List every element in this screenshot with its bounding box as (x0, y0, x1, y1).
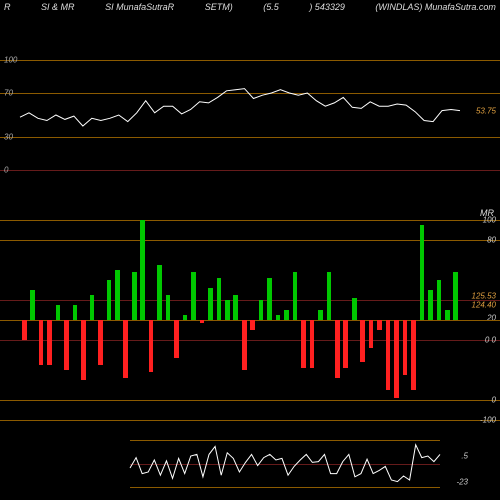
mr-bar (132, 272, 137, 320)
oscillator-panel: .5-23 (0, 440, 500, 488)
rsi-line (0, 60, 500, 170)
mr-bar (420, 225, 425, 320)
mr-bar (276, 315, 281, 320)
gridline (0, 420, 500, 421)
mr-bar (64, 320, 69, 370)
mr-bar (73, 305, 78, 320)
mr-bar (81, 320, 86, 380)
mr-bar (90, 295, 95, 320)
mr-bar (310, 320, 315, 368)
mr-bar (157, 265, 162, 320)
y-axis-label: 100 (483, 216, 496, 225)
mr-bar (123, 320, 128, 378)
mr-bar (149, 320, 154, 372)
mr-bar (259, 300, 264, 320)
mr-bar (335, 320, 340, 378)
hdr-6: ) 543329 (309, 2, 345, 12)
overlay-value-label: 124.40 (472, 301, 496, 310)
mr-bar (174, 320, 179, 358)
mr-bar (183, 315, 188, 320)
mr-bar (217, 278, 222, 320)
rsi-panel: 1007030053.75 (0, 60, 500, 170)
mr-bars (20, 220, 460, 420)
mr-bar (369, 320, 374, 348)
mr-bar (437, 280, 442, 320)
mr-bar (39, 320, 44, 365)
mr-bar (445, 310, 450, 320)
mr-bar (403, 320, 408, 375)
oscillator-line (0, 440, 500, 488)
mr-bar (327, 272, 332, 320)
mr-bar (47, 320, 52, 365)
mr-bar (428, 290, 433, 320)
chart-header: R SI & MR SI MunafaSutraR SETM) (5.5 ) 5… (0, 2, 500, 12)
mr-bar (242, 320, 247, 370)
mr-bar (267, 278, 272, 320)
mr-bar (200, 320, 205, 323)
mr-panel: MR10080125.53124.40200 00-100 (0, 220, 500, 420)
mr-bar (301, 320, 306, 368)
mr-bar (191, 272, 196, 320)
mr-bar (115, 270, 120, 320)
hdr-7: (WINDLAS) MunafaSutra.com (375, 2, 496, 12)
mr-bar (56, 305, 61, 320)
hdr-1: R (4, 2, 11, 12)
hdr-2: SI & MR (41, 2, 75, 12)
gridline (0, 170, 500, 171)
mr-bar (166, 295, 171, 320)
y-axis-label: 20 (487, 314, 496, 323)
mr-bar (225, 300, 230, 320)
hdr-4: SETM) (205, 2, 233, 12)
y-axis-label: 0 (492, 396, 496, 405)
mr-bar (394, 320, 399, 398)
mr-bar (318, 310, 323, 320)
mr-bar (343, 320, 348, 368)
mr-bar (411, 320, 416, 390)
mr-bar (386, 320, 391, 390)
mr-bar (293, 272, 298, 320)
overlay-value-label: 125.53 (472, 292, 496, 301)
mr-bar (208, 288, 213, 320)
mr-bar (284, 310, 289, 320)
mr-bar (352, 298, 357, 320)
mr-bar (377, 320, 382, 330)
mr-bar (360, 320, 365, 362)
hdr-3: SI MunafaSutraR (105, 2, 174, 12)
mr-bar (453, 272, 458, 320)
y-axis-label: 80 (487, 236, 496, 245)
y-axis-label: 0 0 (485, 336, 496, 345)
mr-bar (250, 320, 255, 330)
hdr-5: (5.5 (263, 2, 279, 12)
mr-bar (22, 320, 27, 340)
mr-bar (107, 280, 112, 320)
mr-bar (233, 295, 238, 320)
mr-bar (140, 220, 145, 320)
mr-bar (98, 320, 103, 365)
mr-bar (30, 290, 35, 320)
y-axis-label: -100 (480, 416, 496, 425)
